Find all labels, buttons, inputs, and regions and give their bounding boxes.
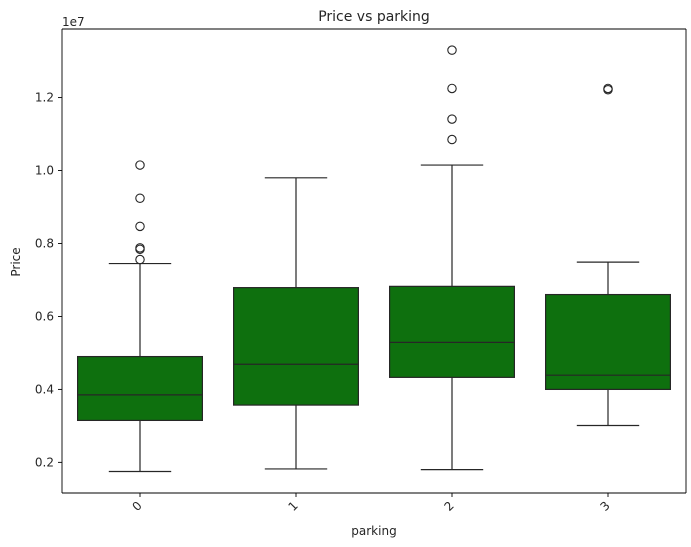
plot-area: 0.2 0.4 0.6 0.8 1.0 1.2 0 1 2 3 — [35, 28, 687, 514]
outlier-point — [135, 221, 145, 232]
y-tick-label: 1.0 — [35, 164, 54, 178]
x-axis-label: parking — [351, 524, 396, 538]
outlier-point — [135, 244, 145, 255]
y-tick-label: 0.4 — [35, 382, 54, 396]
box-0 — [76, 355, 204, 422]
outlier-point — [447, 134, 457, 145]
y-offset-label: 1e7 — [62, 15, 85, 29]
x-tick-label: 0 — [130, 499, 145, 514]
outlier-point — [447, 83, 457, 94]
outlier-point — [135, 160, 145, 170]
box-2 — [389, 285, 516, 378]
box-1 — [233, 287, 360, 406]
outlier-point — [603, 84, 613, 95]
y-tick-label: 1.2 — [35, 91, 54, 105]
outlier-point — [135, 193, 145, 204]
box-3 — [544, 293, 671, 391]
x-tick-label: 3 — [598, 499, 613, 514]
y-tick-label: 0.2 — [35, 455, 54, 469]
outlier-point — [447, 114, 457, 124]
y-tick-label: 0.8 — [35, 236, 54, 250]
y-axis-label: Price — [9, 247, 23, 276]
x-tick-label: 2 — [442, 499, 457, 514]
y-tick-label: 0.6 — [35, 309, 54, 323]
chart-title: Price vs parking — [318, 9, 430, 25]
x-tick-label: 1 — [286, 499, 301, 514]
outlier-point — [135, 254, 145, 265]
outlier-point — [447, 45, 457, 55]
